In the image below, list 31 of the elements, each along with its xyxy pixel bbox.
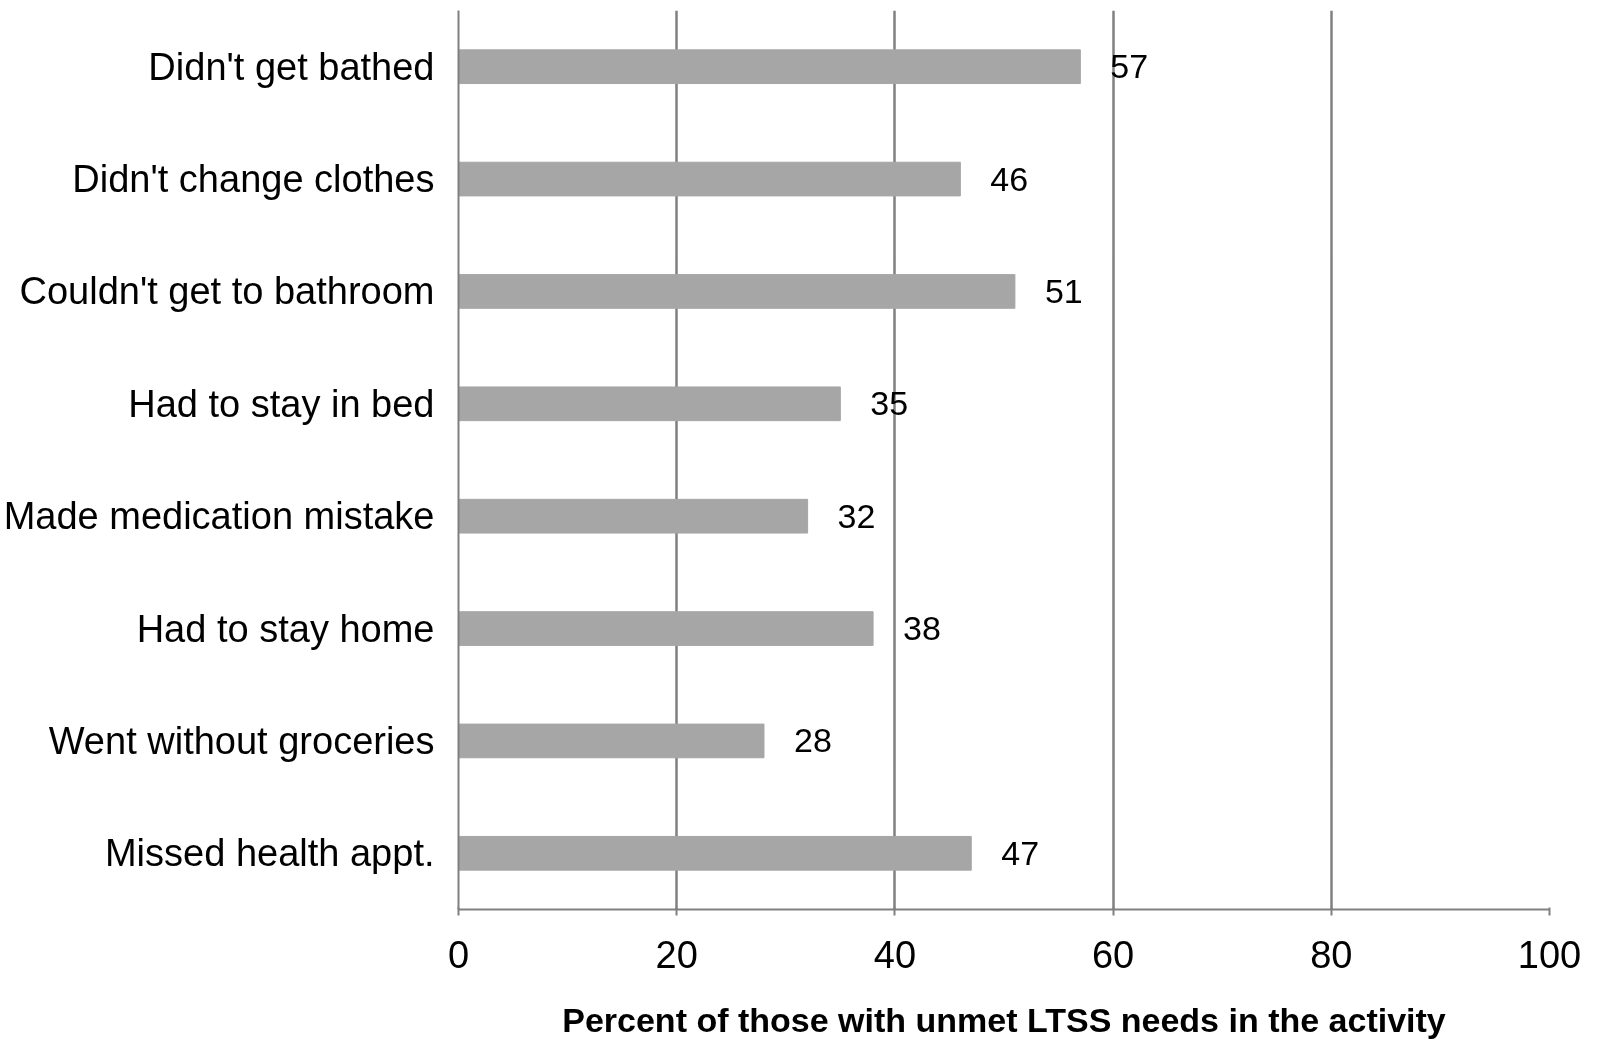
bar <box>458 274 1016 309</box>
data-label: 32 <box>837 496 876 535</box>
data-label: 51 <box>1044 271 1083 310</box>
x-axis-title: Percent of those with unmet LTSS needs in the activity <box>562 1000 1446 1039</box>
bar <box>458 835 972 871</box>
y-tick-label: Didn't change clothes <box>72 158 435 201</box>
data-label: 57 <box>1110 47 1149 86</box>
bar <box>458 161 961 197</box>
bar <box>458 611 874 646</box>
data-label: 28 <box>793 721 832 760</box>
bar <box>458 723 765 759</box>
y-tick-label: Had to stay in bed <box>128 382 435 425</box>
x-tick-label: 100 <box>1517 933 1582 976</box>
x-tick-label: 40 <box>873 933 917 976</box>
x-tick-label: 60 <box>1091 933 1135 976</box>
bar <box>458 498 809 534</box>
data-label: 38 <box>903 609 941 648</box>
y-tick-label: Went without groceries <box>48 719 435 762</box>
data-label: 47 <box>1001 833 1040 872</box>
data-label: 46 <box>990 159 1029 198</box>
y-tick-label: Didn't get bathed <box>148 45 435 88</box>
y-tick-label: Couldn't get to bathroom <box>19 270 435 313</box>
y-tick-label: Had to stay home <box>136 607 435 650</box>
y-tick-label: Missed health appt. <box>104 832 435 875</box>
y-tick-label: Made medication mistake <box>3 495 435 538</box>
bar <box>458 49 1081 85</box>
data-label: 35 <box>870 384 909 423</box>
x-tick-label: 20 <box>655 933 698 976</box>
bar <box>458 386 841 422</box>
x-tick-label: 0 <box>447 933 470 976</box>
x-tick-label: 80 <box>1310 933 1353 976</box>
